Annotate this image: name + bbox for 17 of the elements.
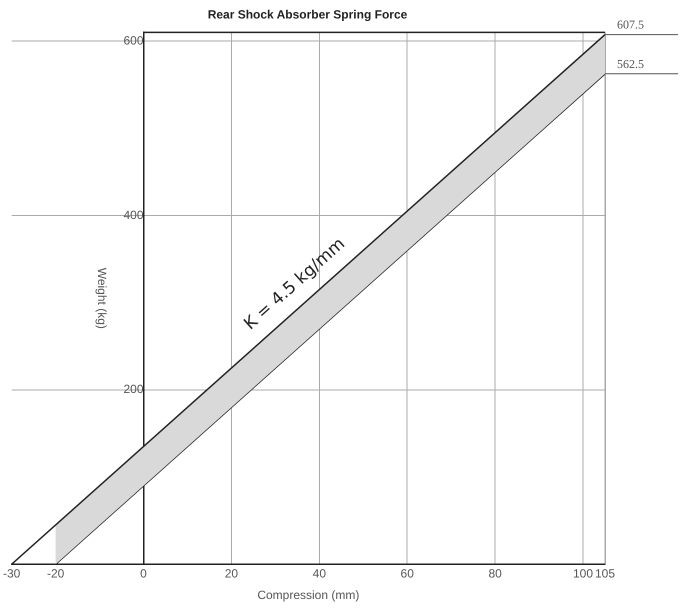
x-tick-label: 60 — [400, 566, 414, 581]
y-tick-label: 400 — [123, 208, 144, 222]
x-tick-label: 20 — [224, 566, 238, 581]
chart-title: Rear Shock Absorber Spring Force — [208, 8, 408, 22]
x-tick-label: 40 — [312, 566, 326, 581]
x-axis-title: Compression (mm) — [257, 588, 360, 602]
x-tick-label: -30 — [3, 566, 21, 581]
data-label: 607.5 — [617, 18, 644, 32]
x-tick-label: 100 — [573, 566, 594, 581]
x-tick-label: 105 — [594, 566, 616, 581]
x-tick-label: 0 — [140, 566, 148, 581]
x-tick-label: 80 — [488, 566, 502, 581]
y-tick-label: 200 — [123, 382, 144, 396]
y-tick-label: 600 — [123, 33, 144, 48]
x-tick-label: -20 — [46, 566, 65, 581]
y-axis-title: Weight (kg) — [94, 268, 109, 329]
data-label: 562.5 — [617, 56, 644, 71]
